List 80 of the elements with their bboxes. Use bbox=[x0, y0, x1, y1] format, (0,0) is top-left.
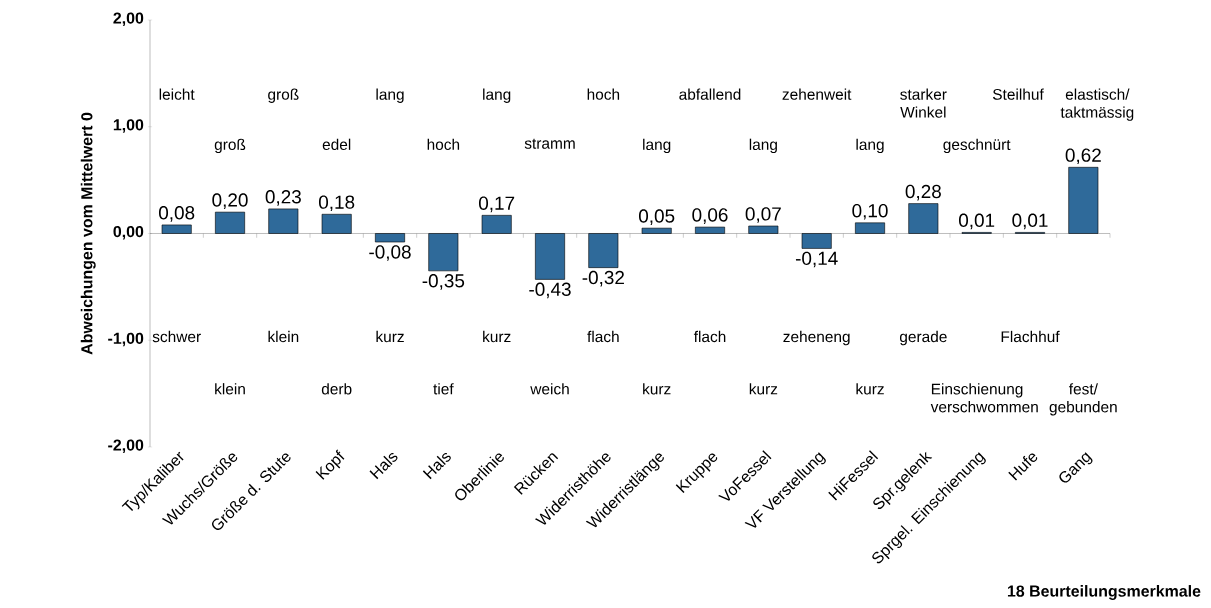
annotation: derb bbox=[321, 383, 352, 395]
annotation: groß bbox=[214, 138, 246, 154]
annotation: lang bbox=[376, 88, 404, 103]
data-label: 0,20 bbox=[212, 193, 248, 209]
annotation: groß bbox=[268, 88, 299, 103]
bar bbox=[588, 233, 619, 268]
annotation: klein bbox=[268, 330, 299, 343]
data-label: 0,10 bbox=[852, 203, 888, 220]
annotation: edel bbox=[322, 138, 351, 151]
y-axis-title: Abweichungen vom Mittelwert 0 bbox=[80, 112, 96, 355]
annotation: stramm bbox=[524, 138, 575, 149]
data-label: -0,14 bbox=[795, 251, 838, 268]
data-label: -0,32 bbox=[582, 270, 624, 287]
annotation: hoch bbox=[427, 138, 460, 151]
bar bbox=[321, 213, 352, 234]
annotation: lang bbox=[749, 138, 777, 154]
annotation: hoch bbox=[587, 88, 620, 100]
data-label: 0,08 bbox=[158, 206, 195, 222]
data-label: 0,17 bbox=[478, 196, 515, 213]
annotation: tief bbox=[433, 383, 454, 395]
data-label: -0,35 bbox=[422, 274, 465, 290]
data-label: 0,01 bbox=[1012, 213, 1048, 230]
annotation: leicht bbox=[159, 88, 195, 100]
annotation: Einschienung verschwommen bbox=[930, 383, 1038, 413]
bar bbox=[801, 233, 832, 249]
bar bbox=[161, 224, 192, 234]
annotation: klein bbox=[215, 383, 245, 395]
bar bbox=[641, 227, 672, 234]
x-axis-title: 18 Beurteilungsmerkmale bbox=[1007, 585, 1201, 600]
data-label: 0,28 bbox=[905, 184, 941, 201]
y-tick-label: 2,00 bbox=[113, 12, 144, 27]
bar bbox=[428, 233, 459, 272]
annotation: kurz bbox=[856, 383, 884, 395]
data-label: -0,08 bbox=[369, 245, 411, 261]
annotation: abfallend bbox=[679, 88, 741, 100]
annotation: gerade bbox=[899, 330, 947, 346]
bar bbox=[695, 226, 725, 234]
bar bbox=[215, 211, 245, 234]
y-tick-label: 0,00 bbox=[113, 225, 144, 240]
bar bbox=[375, 233, 405, 243]
annotation: starker Winkel bbox=[900, 88, 947, 118]
bar bbox=[1068, 167, 1099, 234]
annotation: Flachhuf bbox=[1001, 330, 1060, 343]
annotation: schwer bbox=[152, 330, 201, 343]
bar bbox=[268, 208, 299, 234]
y-tick-label: 1,00 bbox=[113, 119, 144, 133]
annotation: lang bbox=[856, 138, 884, 154]
data-label: 0,01 bbox=[958, 213, 995, 230]
bar bbox=[481, 215, 512, 234]
annotation: Steilhuf bbox=[992, 88, 1044, 100]
annotation: zehenweit bbox=[782, 88, 852, 100]
data-label: 0,07 bbox=[745, 207, 781, 223]
annotation: zeheneng bbox=[783, 330, 850, 346]
data-label: 0,05 bbox=[638, 209, 675, 225]
annotation: kurz bbox=[483, 330, 511, 343]
x-tick-label: Hals bbox=[369, 453, 398, 480]
annotation: kurz bbox=[643, 383, 671, 395]
y-tick-label: -2,00 bbox=[108, 439, 144, 454]
y-tick-label: -1,00 bbox=[108, 332, 144, 347]
data-label: -0,43 bbox=[529, 282, 571, 299]
annotation: lang bbox=[483, 88, 511, 103]
bar bbox=[908, 203, 939, 234]
annotation: flach bbox=[587, 330, 619, 343]
annotation: geschnürt bbox=[943, 138, 1011, 154]
annotation: elastisch/ taktmässig bbox=[1060, 88, 1134, 121]
bar bbox=[748, 225, 779, 234]
annotation: fest/ gebunden bbox=[1049, 383, 1117, 416]
data-label: 0,18 bbox=[318, 195, 355, 212]
x-tick-label: Hufe bbox=[1008, 453, 1038, 481]
data-label: 0,62 bbox=[1065, 148, 1101, 165]
annotation: kurz bbox=[376, 330, 404, 343]
bar bbox=[855, 222, 885, 234]
data-label: 0,23 bbox=[265, 190, 301, 206]
annotation: kurz bbox=[749, 383, 778, 395]
annotation: lang bbox=[643, 138, 671, 154]
annotation: weich bbox=[530, 383, 569, 395]
annotation: flach bbox=[693, 330, 726, 343]
data-label: 0,06 bbox=[692, 208, 728, 224]
x-tick-label: Hals bbox=[422, 453, 451, 480]
bar bbox=[535, 233, 565, 280]
